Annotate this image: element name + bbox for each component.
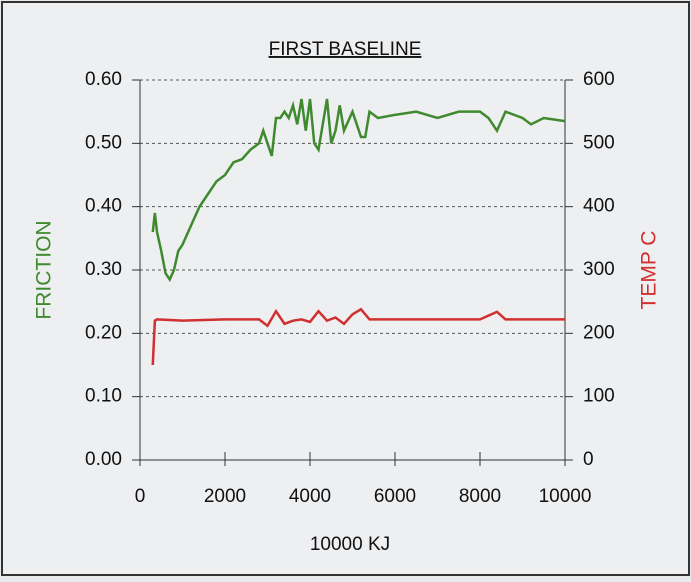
y2-axis-label: TEMP C	[638, 231, 661, 310]
y-tick-label: 0.10	[85, 386, 122, 407]
y-tick-label: 0.30	[85, 259, 122, 280]
y-axis-label: FRICTION	[33, 220, 56, 319]
y2-tick-label: 300	[583, 259, 615, 280]
y-tick-label: 0.20	[85, 322, 122, 343]
x-tick-label: 0	[135, 486, 146, 507]
line-series	[151, 98, 566, 283]
y2-tick-label: 100	[583, 386, 615, 407]
y-tick-label: 0.40	[85, 196, 122, 217]
y-tick-label: 0.50	[85, 132, 122, 153]
y2-tick-label: 400	[583, 196, 615, 217]
y2-tick-label: 500	[583, 132, 615, 153]
y2-tick-label: 0	[583, 449, 594, 470]
y2-tick-label: 600	[583, 69, 615, 90]
y2-tick-label: 200	[583, 322, 615, 343]
y-tick-label: 0.00	[85, 449, 122, 470]
y-tick-label: 0.60	[85, 69, 122, 90]
line-series	[151, 307, 565, 366]
x-tick-label: 6000	[374, 486, 416, 507]
x-tick-label: 2000	[204, 486, 246, 507]
x-tick-label: 8000	[459, 486, 501, 507]
x-tick-label: 4000	[289, 486, 331, 507]
x-axis-label: 10000 KJ	[310, 534, 390, 555]
chart-title: FIRST BASELINE	[269, 39, 422, 60]
x-tick-label: 10000	[539, 486, 592, 507]
